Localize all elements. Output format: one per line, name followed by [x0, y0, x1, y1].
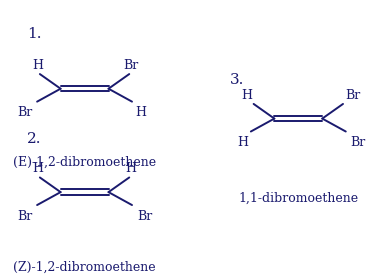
Text: Br: Br [345, 89, 360, 102]
Text: H: H [32, 162, 44, 175]
Text: Br: Br [18, 106, 33, 119]
Text: H: H [126, 162, 136, 175]
Text: H: H [237, 136, 248, 149]
Text: H: H [32, 59, 44, 72]
Text: (E)-1,2-dibromoethene: (E)-1,2-dibromoethene [13, 155, 156, 168]
Text: H: H [136, 106, 147, 119]
Text: Br: Br [18, 210, 33, 223]
Text: H: H [241, 89, 252, 102]
Text: Br: Br [138, 210, 153, 223]
Text: Br: Br [350, 136, 365, 149]
Text: (Z)-1,2-dibromoethene: (Z)-1,2-dibromoethene [13, 261, 156, 274]
Text: 1,1-dibromoethene: 1,1-dibromoethene [238, 192, 358, 205]
Text: 1.: 1. [27, 27, 42, 41]
Text: 2.: 2. [27, 132, 42, 146]
Text: Br: Br [124, 59, 139, 72]
Text: 3.: 3. [230, 73, 245, 86]
